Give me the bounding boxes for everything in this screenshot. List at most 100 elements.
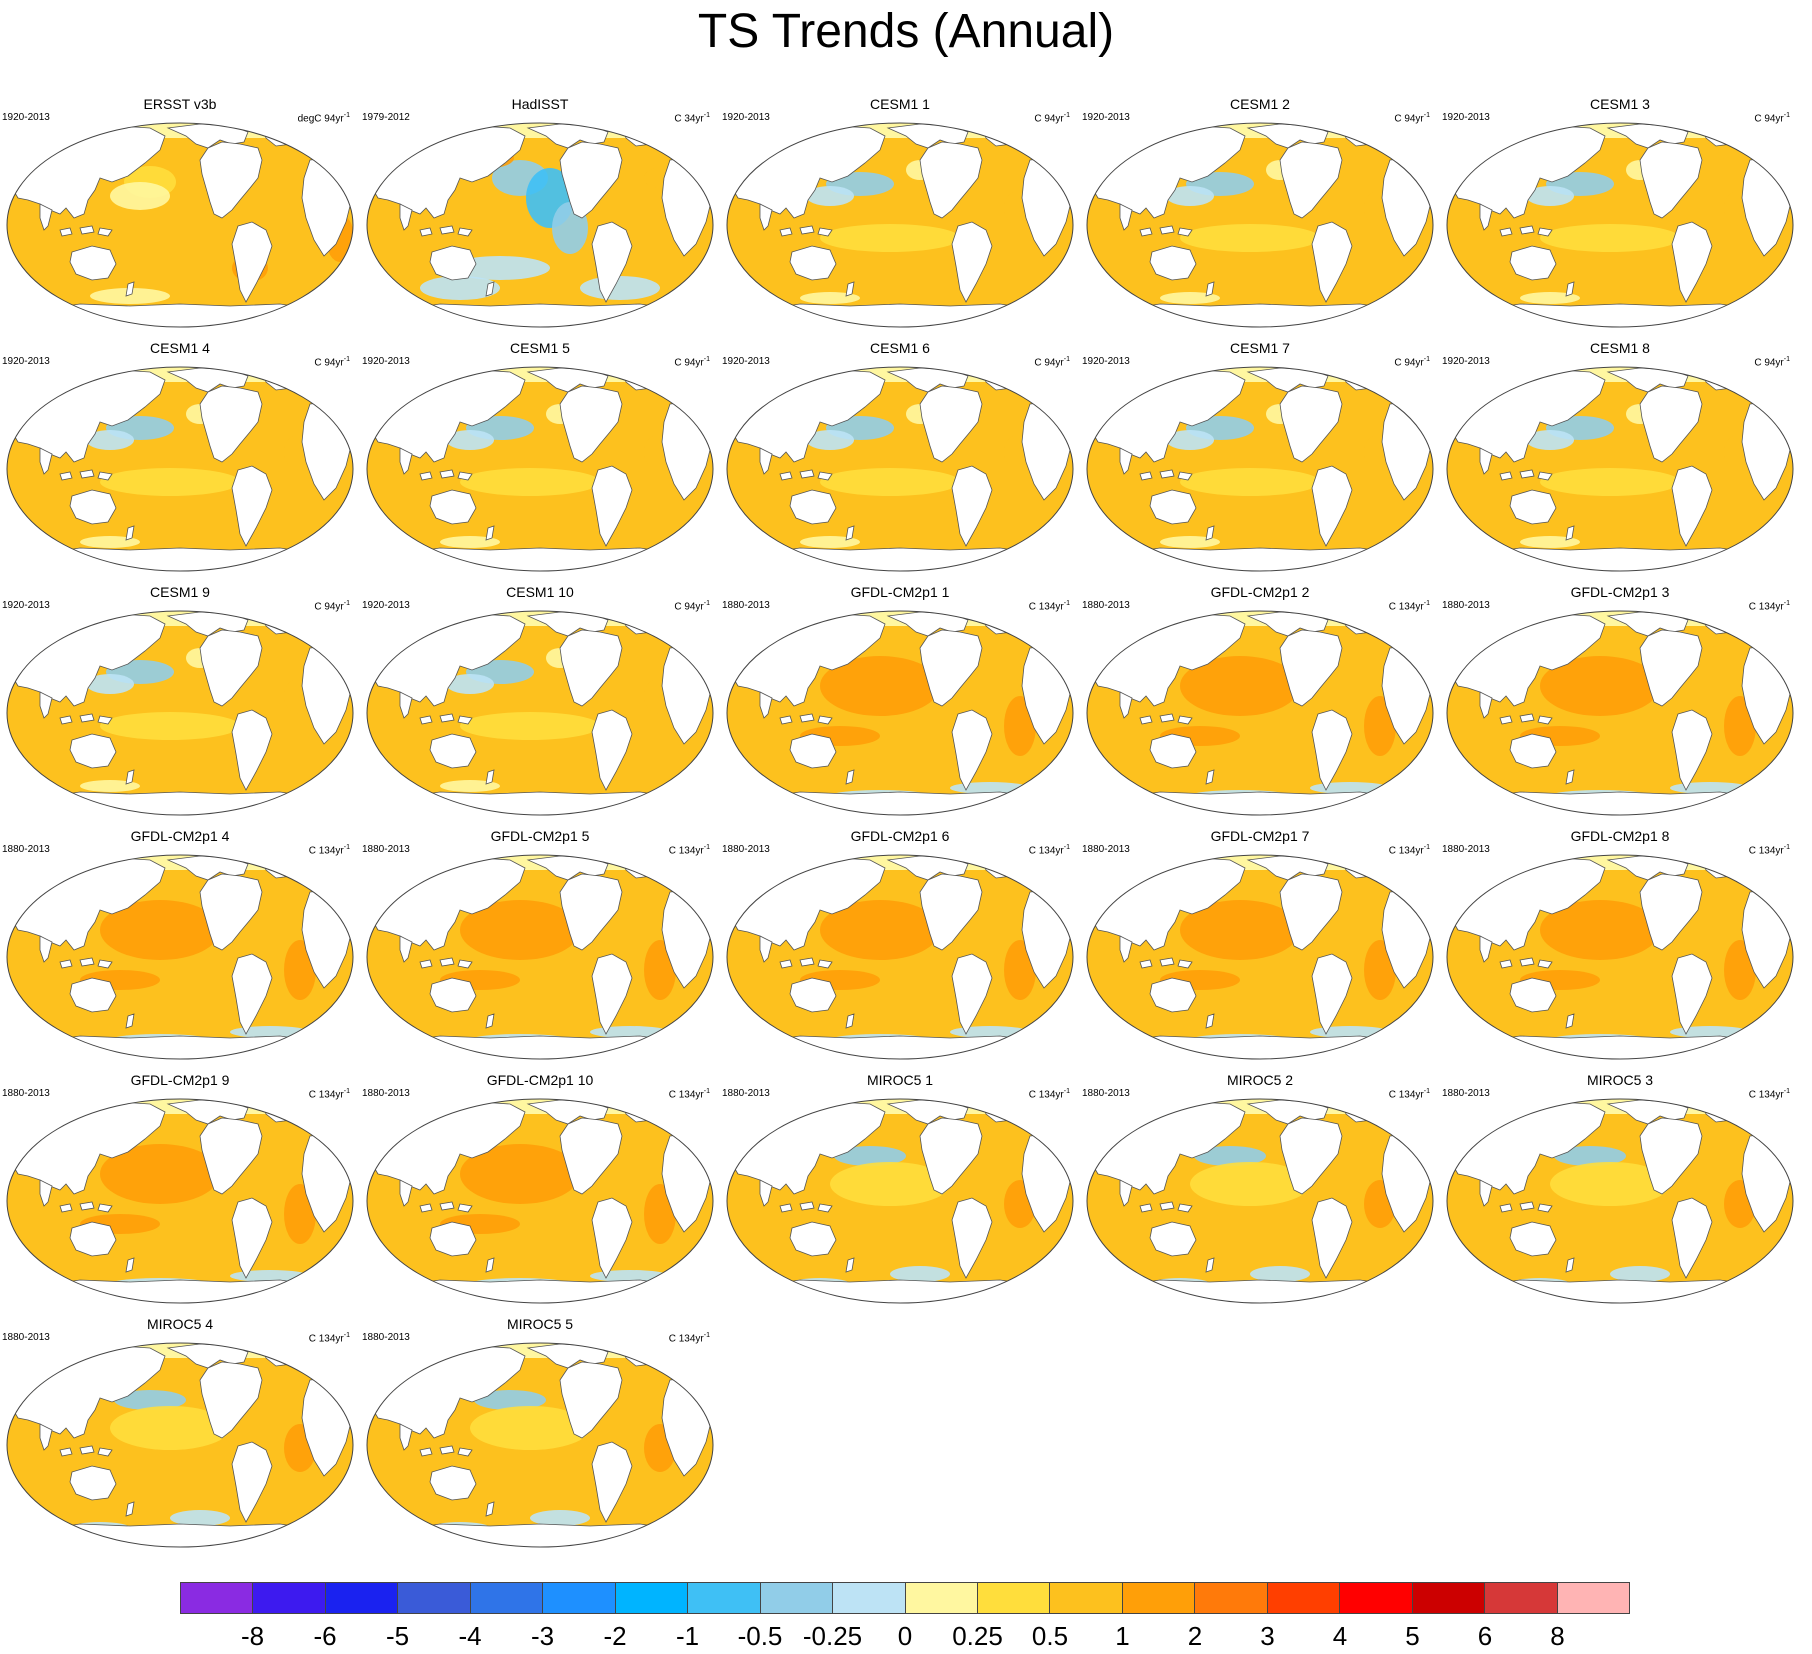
panel-units-exponent: -1	[343, 1088, 350, 1095]
land-mass	[759, 447, 773, 475]
land-mass	[1159, 1201, 1175, 1211]
land-mass	[1478, 547, 1762, 571]
panel-units-text: C 134yr	[668, 1089, 704, 1101]
land-mass	[1478, 791, 1762, 815]
trend-anomaly	[820, 900, 940, 960]
land-mass	[1177, 959, 1193, 969]
panel-title: GFDL-CM2p1 10	[486, 1072, 594, 1088]
land-mass	[69, 733, 117, 769]
colorbar-labels: -8 -6 -5 -4 -3 -2 -1 -0.5 -0.25 0 0.25 0.5 1 2 3 4 5 6 8	[0, 1622, 1812, 1652]
colorbar-swatch	[977, 1582, 1051, 1614]
map-panel: GFDL-CM2p1 9 1880-2013 C 134yr-1	[0, 1072, 360, 1312]
land-mass	[69, 489, 117, 525]
land-mass	[817, 1203, 833, 1213]
land-mass	[485, 769, 495, 785]
land-mass	[1671, 465, 1713, 547]
land-mass	[39, 935, 53, 963]
panel-units-exponent: -1	[1783, 600, 1790, 607]
panel-units: C 134yr-1	[1749, 1086, 1790, 1101]
colorbar-swatch	[325, 1582, 399, 1614]
panel-units-text: C 134yr	[1028, 845, 1064, 857]
panel-units: C 94yr-1	[674, 354, 710, 369]
land-mass	[429, 489, 477, 525]
colorbar-tick-label: -8	[240, 1621, 265, 1651]
trend-anomaly	[170, 1510, 230, 1526]
map-panel: CESM1 8 1920-2013 C 94yr-1	[1440, 340, 1800, 580]
land-mass	[1119, 447, 1133, 475]
map-outline	[1446, 366, 1794, 572]
land-mass	[1149, 733, 1197, 769]
land-mass	[1177, 715, 1193, 725]
panel-units-text: C 94yr	[1394, 113, 1424, 125]
map-outline	[6, 854, 354, 1060]
land-mass	[69, 1465, 117, 1501]
land-mass	[758, 547, 1042, 571]
world-map	[366, 1098, 714, 1304]
land-mass	[559, 1361, 623, 1439]
trend-anomaly	[800, 292, 860, 304]
land-mass	[1118, 791, 1402, 815]
colorbar-swatch	[833, 1582, 906, 1614]
trend-anomaly	[1180, 656, 1300, 716]
trend-anomaly	[86, 674, 134, 694]
land-mass	[199, 629, 263, 707]
colorbar-tick-label: 4	[1332, 1621, 1348, 1651]
colorbar-tick-label: 6	[1477, 1621, 1493, 1651]
trend-anomaly	[446, 674, 494, 694]
land-mass	[845, 1257, 855, 1273]
panel-title: CESM1 10	[506, 584, 574, 600]
panel-units: C 94yr-1	[314, 354, 350, 369]
colorbar-tick-label: -1	[675, 1621, 700, 1651]
map-panel: CESM1 6 1920-2013 C 94yr-1	[720, 340, 1080, 580]
panel-title: GFDL-CM2p1 3	[1570, 584, 1670, 600]
land-mass	[559, 385, 623, 463]
land-mass	[457, 1447, 473, 1457]
world-map	[726, 610, 1074, 816]
trend-anomaly	[590, 1270, 670, 1282]
panel-units-text: C 134yr	[1028, 1089, 1064, 1101]
map-panel: CESM1 7 1920-2013 C 94yr-1	[1080, 340, 1440, 580]
panel-title: CESM1 8	[1590, 340, 1650, 356]
panel-units: C 134yr-1	[1749, 842, 1790, 857]
land-mass	[457, 227, 473, 237]
panel-units-text: C 94yr	[314, 357, 344, 369]
panel-units-exponent: -1	[1783, 356, 1790, 363]
map-outline	[726, 122, 1074, 328]
panel-units-text: degC 94yr	[297, 113, 344, 125]
world-map	[726, 854, 1074, 1060]
land-mass	[69, 1221, 117, 1257]
panel-units: C 94yr-1	[1754, 110, 1790, 125]
land-mass	[39, 203, 53, 231]
panel-period: 1920-2013	[1082, 112, 1130, 123]
land-mass	[759, 203, 773, 231]
land-mass	[1639, 873, 1703, 951]
land-mass	[1499, 471, 1513, 481]
world-map	[1446, 366, 1794, 572]
world-map	[366, 122, 714, 328]
world-map	[1086, 854, 1434, 1060]
trend-anomaly	[950, 782, 1030, 794]
land-mass	[1279, 1117, 1343, 1195]
land-mass	[758, 1279, 1042, 1303]
panel-units: C 134yr-1	[309, 1330, 350, 1345]
land-mass	[125, 281, 135, 297]
land-mass	[1519, 1201, 1535, 1211]
trend-anomaly	[440, 536, 500, 548]
land-mass	[591, 709, 633, 791]
land-mass	[1519, 469, 1535, 479]
map-outline	[6, 610, 354, 816]
map-outline	[366, 122, 714, 328]
panel-title: MIROC5 5	[506, 1316, 574, 1332]
world-map	[366, 854, 714, 1060]
panel-period: 1920-2013	[2, 600, 50, 611]
land-mass	[429, 977, 477, 1013]
land-mass	[1159, 469, 1175, 479]
trend-anomaly	[1670, 782, 1750, 794]
land-mass	[1311, 465, 1353, 547]
panel-title: CESM1 1	[870, 96, 930, 112]
world-map	[6, 122, 354, 328]
panel-units-text: C 34yr	[674, 113, 704, 125]
land-mass	[1565, 281, 1575, 297]
map-panel: MIROC5 4 1880-2013 C 134yr-1	[0, 1316, 360, 1556]
land-mass	[97, 227, 113, 237]
